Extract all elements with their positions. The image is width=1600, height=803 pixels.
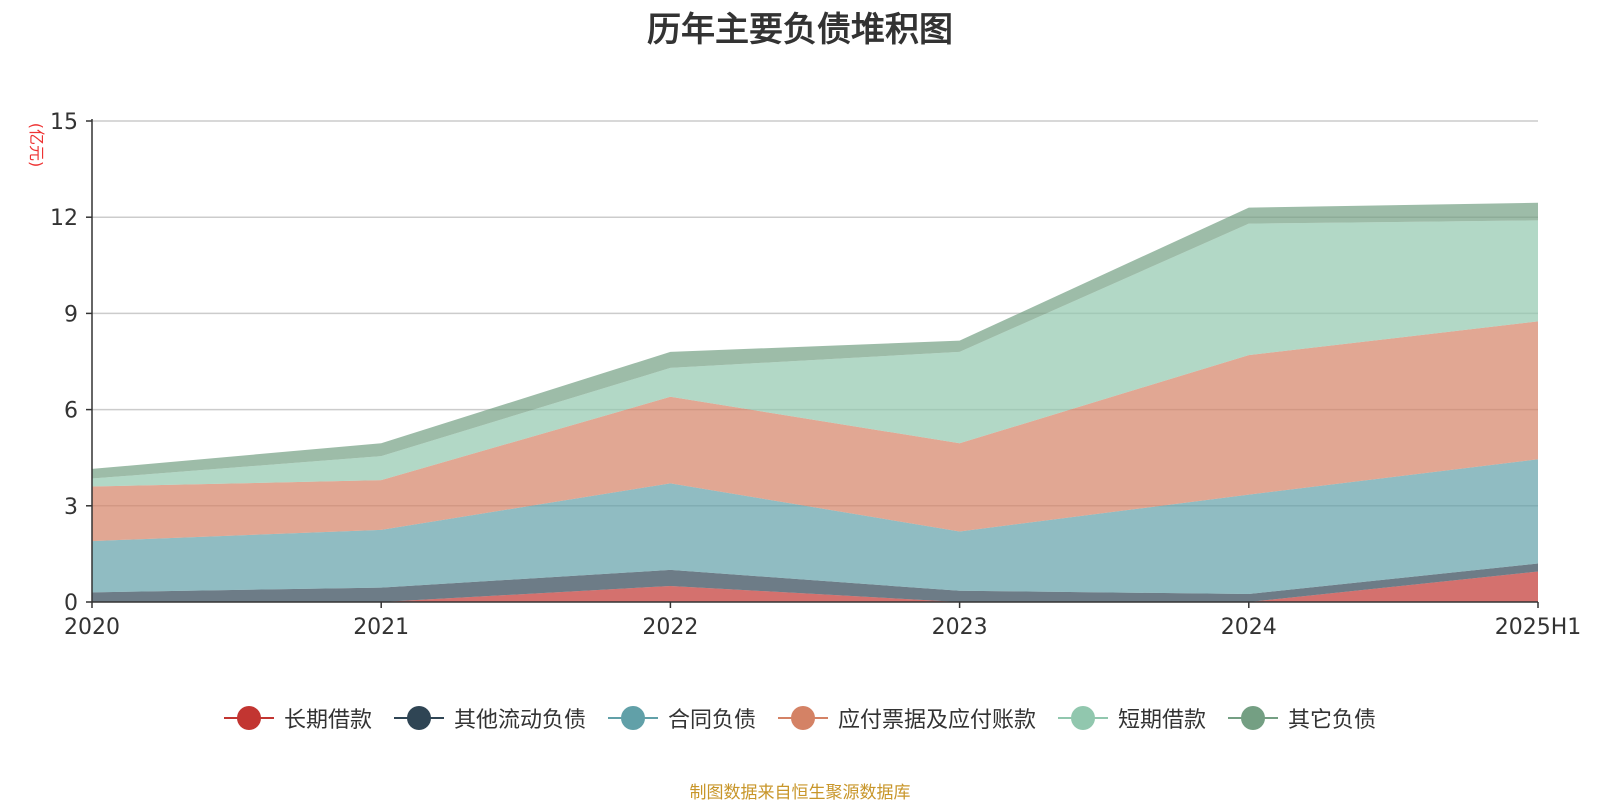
legend-label: 合同负债 [667, 708, 756, 733]
area-series-layer [92, 202, 1538, 602]
x-tick-label: 2023 [932, 615, 988, 640]
y-tick-label: 15 [50, 110, 78, 135]
legend-label: 应付票据及应付账款 [838, 708, 1037, 733]
y-tick-label: 0 [64, 591, 78, 616]
y-tick-label: 6 [64, 399, 78, 424]
legend-item[interactable]: 其他流动负债 [393, 702, 586, 734]
legend-item[interactable]: 长期借款 [223, 702, 372, 734]
x-tick-label: 2024 [1221, 615, 1277, 640]
legend-item[interactable]: 其它负债 [1228, 702, 1376, 734]
legend-item[interactable]: 合同负债 [607, 702, 756, 734]
x-tick-label: 2020 [64, 615, 120, 640]
x-tick-label: 2022 [642, 615, 698, 640]
area-应付票据及应付账款 [92, 321, 1538, 542]
legend-marker-icon [1228, 706, 1279, 730]
area-长期借款 [92, 571, 1538, 602]
x-tick-label: 2021 [353, 615, 409, 640]
legend-marker-icon [778, 706, 828, 730]
legend-label: 其他流动负债 [453, 708, 586, 733]
legend-marker-icon [393, 706, 444, 730]
y-tick-label: 12 [50, 206, 78, 231]
y-tick-label: 9 [64, 302, 78, 327]
legend-label: 其它负债 [1288, 708, 1377, 733]
source-note: 制图数据来自恒生聚源数据库 [689, 783, 911, 803]
area-其他流动负债 [92, 563, 1538, 602]
legend: 长期借款 其他流动负债 合同负债 应付票据及应付账款 短期借款 其它负债 [0, 702, 1600, 734]
legend-label: 长期借款 [283, 708, 372, 733]
legend-label: 短期借款 [1118, 708, 1207, 733]
axes: 0 3 6 9 12 15 2020 2021 2022 2023 2024 2025H1 [50, 110, 1581, 640]
y-axis-unit-label: (亿元) [27, 123, 46, 168]
legend-item[interactable]: 应付票据及应付账款 [778, 702, 1036, 734]
legend-marker-icon [223, 706, 274, 730]
stacked-area-chart: 0 3 6 9 12 15 2020 2021 2022 2023 2024 2025H1 (亿元) [27, 110, 1581, 640]
chart-title: 历年主要负债堆积图 [647, 10, 953, 50]
y-tick-label: 3 [64, 495, 78, 520]
legend-marker-icon [1058, 706, 1109, 730]
legend-marker-icon [607, 706, 658, 730]
legend-item[interactable]: 短期借款 [1058, 702, 1206, 734]
area-短期借款 [92, 220, 1538, 487]
x-tick-label: 2025H1 [1495, 615, 1582, 640]
area-合同负债 [92, 459, 1538, 594]
